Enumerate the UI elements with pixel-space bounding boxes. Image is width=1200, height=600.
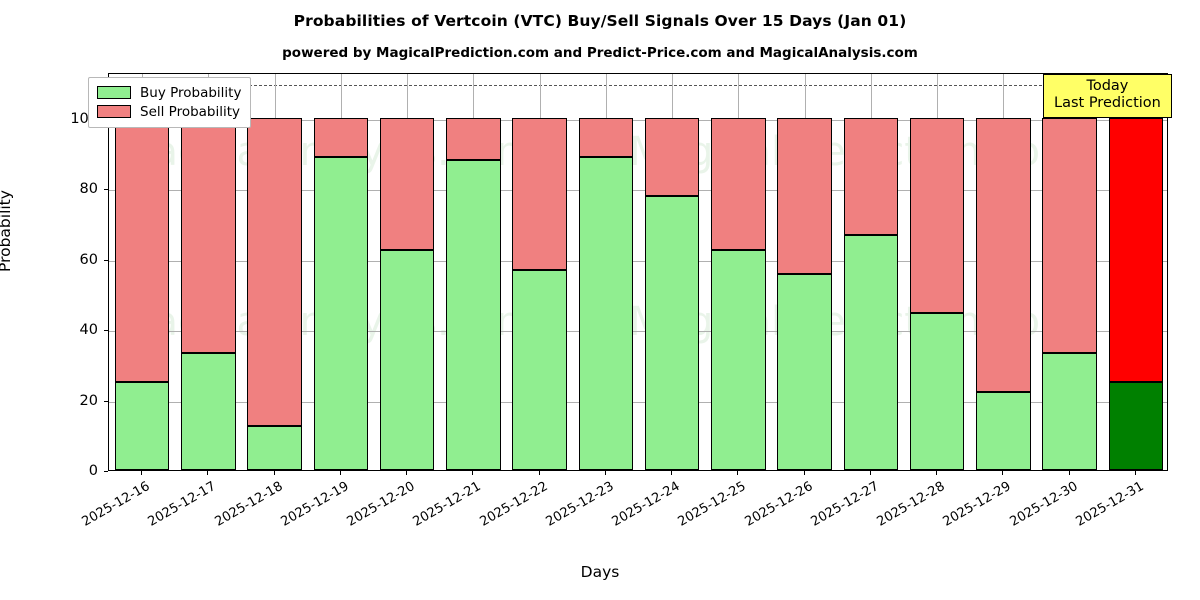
bar-group[interactable]	[313, 74, 369, 470]
plot-area: MagicalAnalysis.comMagicalPrediction.com…	[108, 73, 1168, 471]
x-tick-mark	[472, 471, 474, 475]
x-tick-mark	[936, 471, 938, 475]
chart-legend: Buy Probability Sell Probability	[88, 77, 252, 128]
x-tick-mark	[273, 471, 275, 475]
bar-segment-sell[interactable]	[976, 117, 1031, 392]
x-tick-mark	[869, 471, 871, 475]
bar-group[interactable]	[181, 74, 236, 470]
bar-segment-sell[interactable]	[843, 117, 899, 236]
bar-segment-buy[interactable]	[313, 156, 369, 470]
y-tick-label: 20	[79, 392, 98, 409]
y-tick-label: 0	[88, 463, 98, 479]
today-annotation-line1: Today	[1086, 78, 1129, 94]
bar-group[interactable]	[1108, 74, 1164, 470]
x-axis-label: Days	[580, 563, 620, 581]
y-axis-label: Probability	[0, 190, 14, 272]
bar-segment-buy[interactable]	[1042, 352, 1097, 470]
bar-group[interactable]	[711, 74, 766, 470]
bar-group[interactable]	[843, 74, 899, 470]
bar-segment-sell[interactable]	[512, 117, 567, 271]
legend-label-buy: Buy Probability	[140, 84, 242, 101]
bar-segment-sell[interactable]	[181, 117, 236, 353]
bar-segment-buy[interactable]	[644, 196, 700, 470]
x-tick-mark	[538, 471, 540, 475]
legend-swatch-sell	[97, 105, 131, 118]
bar-segment-sell[interactable]	[1108, 117, 1164, 382]
reference-line-dashed	[109, 84, 1167, 86]
chart-title: Probabilities of Vertcoin (VTC) Buy/Sell…	[293, 12, 907, 30]
today-annotation: Today Last Prediction	[1043, 74, 1172, 118]
bar-segment-buy[interactable]	[711, 249, 766, 470]
today-annotation-line2: Last Prediction	[1054, 94, 1161, 111]
bar-segment-sell[interactable]	[379, 117, 435, 250]
y-tick-mark	[104, 471, 108, 472]
bar-group[interactable]	[379, 74, 435, 470]
y-tick-mark	[104, 330, 108, 332]
y-tick-label: 80	[79, 181, 98, 198]
y-tick-mark	[104, 400, 108, 402]
bar-segment-buy[interactable]	[247, 425, 302, 470]
gridline-horizontal	[109, 119, 1167, 121]
gridline-horizontal	[109, 260, 1167, 262]
x-tick-mark	[1134, 471, 1136, 475]
bar-segment-buy[interactable]	[379, 249, 435, 470]
bar-segment-buy[interactable]	[843, 235, 899, 470]
x-tick-mark	[803, 471, 805, 475]
bar-segment-sell[interactable]	[909, 117, 965, 314]
x-tick-mark	[339, 471, 341, 475]
y-tick-mark	[104, 189, 108, 191]
y-tick-label: 60	[79, 251, 98, 268]
bar-segment-buy[interactable]	[181, 352, 236, 470]
x-tick-mark	[671, 471, 673, 475]
bar-group[interactable]	[247, 74, 302, 470]
y-tick-label: 40	[79, 322, 98, 339]
bar-segment-buy[interactable]	[114, 381, 170, 470]
x-tick-mark	[141, 471, 143, 475]
chart-subtitle: powered by MagicalPrediction.com and Pre…	[282, 45, 918, 61]
gridline-horizontal	[109, 401, 1167, 403]
bar-segment-sell[interactable]	[777, 117, 832, 275]
x-tick-mark	[737, 471, 739, 475]
legend-item-buy: Buy Probability	[97, 83, 241, 102]
plot-inner: MagicalAnalysis.comMagicalPrediction.com…	[109, 74, 1167, 470]
bar-group[interactable]	[644, 74, 700, 470]
bar-segment-buy[interactable]	[446, 160, 501, 470]
bar-segment-buy[interactable]	[777, 274, 832, 470]
legend-label-sell: Sell Probability	[140, 103, 241, 120]
bar-group[interactable]	[512, 74, 567, 470]
bar-segment-sell[interactable]	[247, 117, 302, 426]
bar-segment-buy[interactable]	[1108, 381, 1164, 470]
bar-group[interactable]	[1042, 74, 1097, 470]
bar-segment-sell[interactable]	[1042, 117, 1097, 353]
bar-segment-sell[interactable]	[578, 117, 634, 157]
gridline-horizontal	[109, 190, 1167, 192]
bar-segment-buy[interactable]	[976, 391, 1031, 470]
bar-segment-sell[interactable]	[114, 117, 170, 382]
bar-segment-buy[interactable]	[512, 270, 567, 470]
bar-group[interactable]	[909, 74, 965, 470]
bar-segment-sell[interactable]	[446, 117, 501, 161]
legend-item-sell: Sell Probability	[97, 102, 241, 121]
x-tick-mark	[604, 471, 606, 475]
bar-segment-sell[interactable]	[711, 117, 766, 250]
bar-group[interactable]	[114, 74, 170, 470]
x-tick-mark	[1068, 471, 1070, 475]
x-tick-mark	[1002, 471, 1004, 475]
gridline-horizontal	[109, 331, 1167, 333]
bar-group[interactable]	[976, 74, 1031, 470]
bar-group[interactable]	[446, 74, 501, 470]
bar-group[interactable]	[578, 74, 634, 470]
bar-segment-sell[interactable]	[313, 117, 369, 157]
bar-segment-sell[interactable]	[644, 117, 700, 197]
bar-group[interactable]	[777, 74, 832, 470]
bar-segment-buy[interactable]	[909, 313, 965, 470]
bar-segment-buy[interactable]	[578, 156, 634, 470]
legend-swatch-buy	[97, 86, 131, 99]
x-tick-mark	[207, 471, 209, 475]
x-tick-mark	[406, 471, 408, 475]
y-tick-mark	[104, 259, 108, 261]
